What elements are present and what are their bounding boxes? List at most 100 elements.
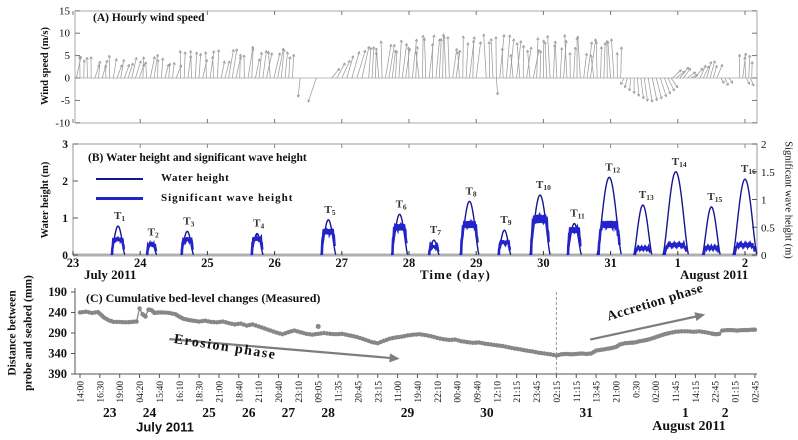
wind-arrow xyxy=(590,54,595,79)
panel-b-left-y-axis-label: Water height (m) xyxy=(39,161,51,239)
significant-wave-height-curve xyxy=(145,239,158,256)
panel-c-time-tick: 21:10 xyxy=(255,381,265,403)
panel-c-time-tick: 14:00 xyxy=(77,381,87,403)
wind-arrow xyxy=(395,50,398,79)
panel-b-month-right: August 2011 xyxy=(680,267,749,282)
panel-c-time-tick: 23:15 xyxy=(374,381,384,403)
wind-arrow xyxy=(385,44,392,79)
panel-c-day-label: 29 xyxy=(401,405,415,420)
significant-wave-height-curve xyxy=(180,236,194,256)
significant-wave-height-curve xyxy=(566,223,582,256)
wind-arrow xyxy=(415,46,418,79)
wind-arrow xyxy=(112,58,117,79)
panel-c-day-label: 27 xyxy=(282,405,296,420)
water-height-curve xyxy=(596,176,622,256)
panel-a-title: (A) Hourly wind speed xyxy=(93,12,205,24)
wind-arrow xyxy=(428,34,435,79)
wind-arrow xyxy=(209,50,215,79)
panel-c-month-left: July 2011 xyxy=(136,419,194,435)
tide-label: T3 xyxy=(183,215,194,228)
wind-arrow xyxy=(510,54,514,79)
wind-arrow xyxy=(607,40,611,79)
panel-b-xtick: 2 xyxy=(742,256,748,270)
wind-arrow xyxy=(153,54,159,79)
bed-level-dot xyxy=(143,314,148,319)
panel-b-xtick: 28 xyxy=(403,256,416,270)
wind-arrow xyxy=(516,42,521,79)
wind-arrow xyxy=(499,34,505,79)
wind-arrow xyxy=(620,77,625,85)
wind-arrow xyxy=(536,37,539,79)
wind-arrow xyxy=(629,77,632,92)
wind-arrow xyxy=(443,36,447,79)
panel-c-month-right: August 2011 xyxy=(652,419,726,434)
tide-label: T14 xyxy=(672,156,687,169)
wind-arrow xyxy=(559,47,563,79)
panel-b-left-ytick: 3 xyxy=(62,139,68,151)
wind-arrow xyxy=(375,47,380,79)
wind-arrow xyxy=(98,61,101,79)
significant-wave-height-curve xyxy=(110,235,126,256)
wind-arrow xyxy=(506,34,511,79)
wind-arrow xyxy=(595,41,598,79)
bed-level-dot xyxy=(137,306,142,311)
wind-arrow xyxy=(672,69,682,79)
wind-arrow xyxy=(231,48,238,79)
water-height-curve xyxy=(633,204,653,256)
wind-arrow xyxy=(388,44,395,79)
wind-arrow xyxy=(651,77,658,101)
panel-c-time-tick: 11:35 xyxy=(335,381,345,403)
panel-c-time-tick: 21:00 xyxy=(215,381,225,403)
legend-water-height-label: Water height xyxy=(161,172,230,184)
wind-arrow xyxy=(447,36,450,79)
panel-c-time-tick: 02:15 xyxy=(553,381,563,403)
panel-c-day-label: 30 xyxy=(480,405,494,420)
panel-c-time-tick: 16:10 xyxy=(176,381,186,403)
wind-arrow xyxy=(375,51,377,79)
panel-c-time-tick: 22:45 xyxy=(712,381,722,403)
panel-c-day-label: 25 xyxy=(202,405,216,420)
wind-arrow xyxy=(713,65,718,79)
panel-c-time-tick: 22:10 xyxy=(434,381,444,403)
wind-arrow xyxy=(86,57,88,79)
panel-b-xtick: 30 xyxy=(537,256,550,270)
wind-arrow xyxy=(273,52,281,79)
wind-arrow xyxy=(168,63,171,79)
panel-b-xtick: 24 xyxy=(134,256,147,270)
panel-b-xtick: 31 xyxy=(604,256,617,270)
wind-arrow xyxy=(424,38,427,79)
wind-arrow xyxy=(220,60,225,79)
wind-arrow xyxy=(331,68,340,79)
wind-arrow xyxy=(472,40,475,79)
panel-b-right-ytick: 1.5 xyxy=(761,167,775,179)
legend-wave-height-line xyxy=(96,197,143,200)
erosion-phase-arrow xyxy=(169,338,400,363)
panel-a-ytick: -5 xyxy=(61,95,71,107)
significant-wave-height-curve xyxy=(391,221,408,256)
wind-arrows xyxy=(75,33,755,103)
wind-arrow xyxy=(438,38,442,79)
tide-label: T9 xyxy=(500,214,511,227)
tide-label: T10 xyxy=(536,179,551,192)
wind-arrow xyxy=(495,77,499,96)
wind-arrow xyxy=(509,38,515,79)
water-height-curve xyxy=(732,178,758,256)
panel-c-day-label: 2 xyxy=(722,405,729,420)
panel-b-left-ytick: 1 xyxy=(62,213,68,225)
wind-arrow xyxy=(411,38,418,79)
wind-arrow xyxy=(706,61,712,79)
significant-wave-height-curve xyxy=(733,239,757,256)
wind-arrow xyxy=(101,60,108,79)
panel-c-ytick: 390 xyxy=(48,367,67,381)
significant-wave-height-curve xyxy=(459,218,479,256)
panel-c-day-label: 1 xyxy=(682,405,689,420)
panel-b-x-axis-label: Time (day) xyxy=(420,267,491,282)
wind-arrow xyxy=(664,77,671,95)
panel-c-day-label: 23 xyxy=(103,405,117,420)
panel-b-right-ytick: 0 xyxy=(761,250,767,262)
panel-a-y-axis-label: Wind speed (m/s) xyxy=(39,27,51,105)
wind-arrow xyxy=(346,55,354,79)
panel-c-time-tick: 15:40 xyxy=(156,381,166,403)
